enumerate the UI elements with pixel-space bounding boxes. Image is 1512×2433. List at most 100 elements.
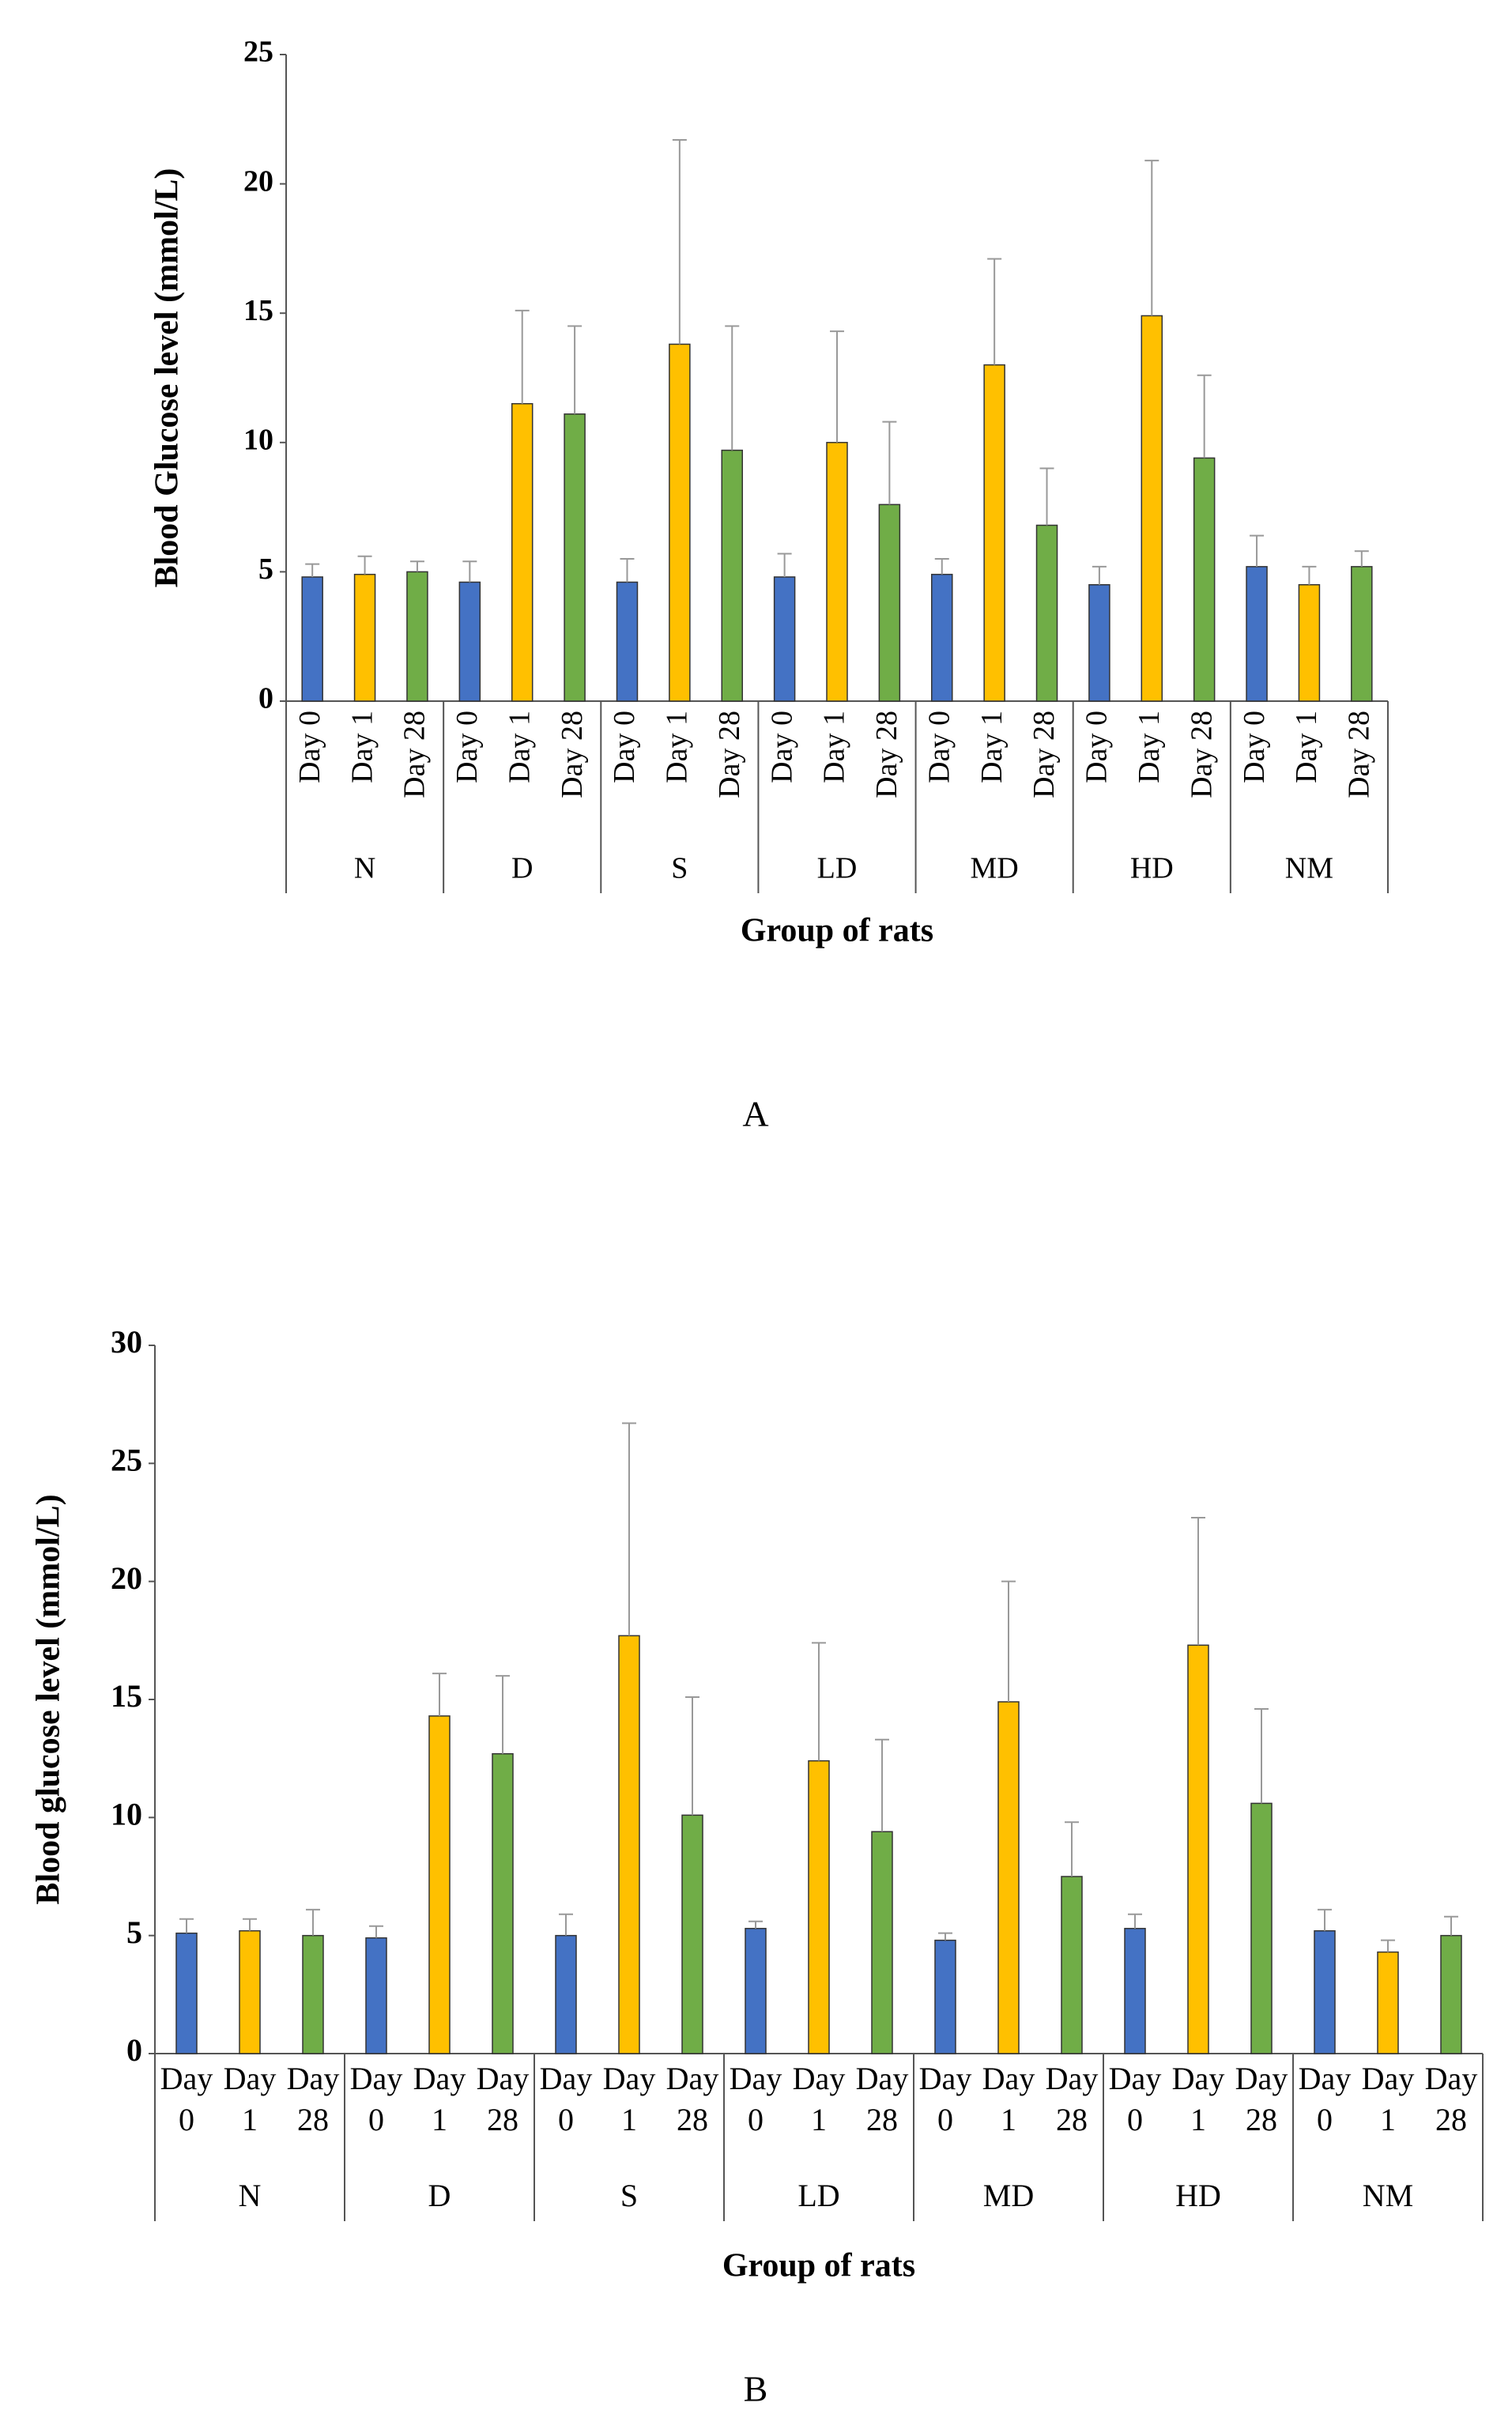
panel-label: B [744,2369,768,2409]
y-tick-label: 5 [126,1914,142,1950]
x-tick-label: Day 1 [1290,711,1323,783]
bar [826,442,848,702]
bar [492,1752,514,2054]
error-bar [672,138,687,345]
x-tick-label: Day 0 [1080,711,1114,783]
error-bar [357,555,372,575]
bar [878,504,901,702]
bar [1061,1876,1083,2054]
x-tick-label-box: Day 28 [1235,2061,1288,2137]
group-label: N [239,2178,262,2213]
x-tick-label: Day 1 [792,2061,846,2137]
bar [511,402,534,702]
error-bar [409,560,424,572]
y-tick-label: 10 [243,424,273,457]
bar [983,364,1005,702]
x-tick-label-box: Day 0 [730,2061,782,2137]
bar [1351,566,1373,702]
x-tick-label: Day 1 [818,711,851,783]
x-tick-label-box: Day 0 [349,2061,403,2137]
bar [175,1932,198,2054]
bar [618,1635,640,2054]
x-tick-label: Day 1 [1171,2061,1225,2137]
x-tick-label: Day 0 [608,711,641,783]
y-tick-label: 25 [111,1443,142,1478]
group-label: D [428,2178,451,2213]
group-label: NM [1285,852,1333,885]
error-bar [369,1925,383,1938]
bar [406,571,428,702]
error-bar [812,1642,826,1761]
group-label: N [354,852,375,885]
x-tick-label: Day 28 [476,2061,530,2137]
y-axis-title: Blood glucose level (mmol/L) [31,1494,67,1904]
error-bar [306,1908,320,1936]
y-tick-label: 10 [111,1797,142,1832]
bar [239,1929,261,2054]
error-bar [620,558,635,583]
y-tick-label: 15 [111,1678,142,1714]
group-label: LD [817,852,858,885]
x-axis-title: Group of rats [741,913,933,949]
bar [1193,457,1216,702]
bar [1124,1927,1146,2054]
x-tick-label-box: Day 1 [982,2061,1035,2137]
x-tick-label: Day 28 [870,711,903,798]
x-tick-label: Day 0 [349,2061,403,2137]
x-tick-label: Day 1 [661,711,694,783]
x-tick-label-box: Day 0 [1108,2061,1162,2137]
group-label: HD [1175,2178,1221,2213]
bar [1377,1951,1399,2054]
y-axis-title: Blood Glucose level (mmol/L) [149,168,186,588]
x-tick-label: Day 1 [982,2061,1035,2137]
x-tick-label: Day 0 [293,711,326,783]
bar [871,1831,893,2054]
x-tick-label: Day 28 [855,2061,909,2137]
x-tick-label: Day 0 [918,2061,972,2137]
x-tick-label: Day 28 [666,2061,719,2137]
error-bar [882,421,897,505]
bar [681,1814,703,2054]
x-tick-label: Day 28 [713,711,746,798]
bar [934,1939,956,2054]
error-bar [515,309,530,404]
x-tick-label: Day 28 [398,711,432,798]
x-tick-label: Day 0 [451,711,484,783]
x-tick-label-box: Day 28 [1045,2061,1099,2137]
y-tick-label: 15 [243,294,273,327]
bar [616,581,639,702]
error-bar [1197,374,1212,458]
x-tick-label: Day 1 [975,711,1009,783]
group-label: NM [1363,2178,1413,2213]
error-bar [305,563,320,577]
group-label: LD [797,2178,839,2213]
bar [564,413,586,702]
x-tick-label: Day 1 [1133,711,1166,783]
bar [365,1937,387,2054]
bar [1141,315,1163,702]
y-tick-label: 0 [126,2032,142,2068]
group-label: MD [983,2178,1034,2213]
error-bar [875,1738,889,1832]
x-tick-label: Day 0 [1298,2061,1352,2137]
error-bar [1381,1939,1395,1952]
x-tick-label: Day 0 [1108,2061,1162,2137]
bar [1298,584,1321,702]
x-tick-label: Day 28 [1185,711,1218,798]
x-tick-label-box: Day 1 [413,2061,466,2137]
error-bar [179,1918,194,1933]
x-tick-label-box: Day 0 [540,2061,593,2137]
group-label: S [671,852,688,885]
error-bar [938,1932,952,1941]
x-tick-label-box: Day 1 [603,2061,656,2137]
bar [997,1701,1020,2054]
error-bar [748,1920,763,1929]
bar [1246,566,1268,702]
bar [302,1934,324,2054]
error-bar [1250,534,1265,567]
error-bar [1001,1580,1016,1702]
x-tick-label: Day 28 [1045,2061,1099,2137]
bar [458,581,481,702]
x-axis-title: Group of rats [722,2248,915,2284]
